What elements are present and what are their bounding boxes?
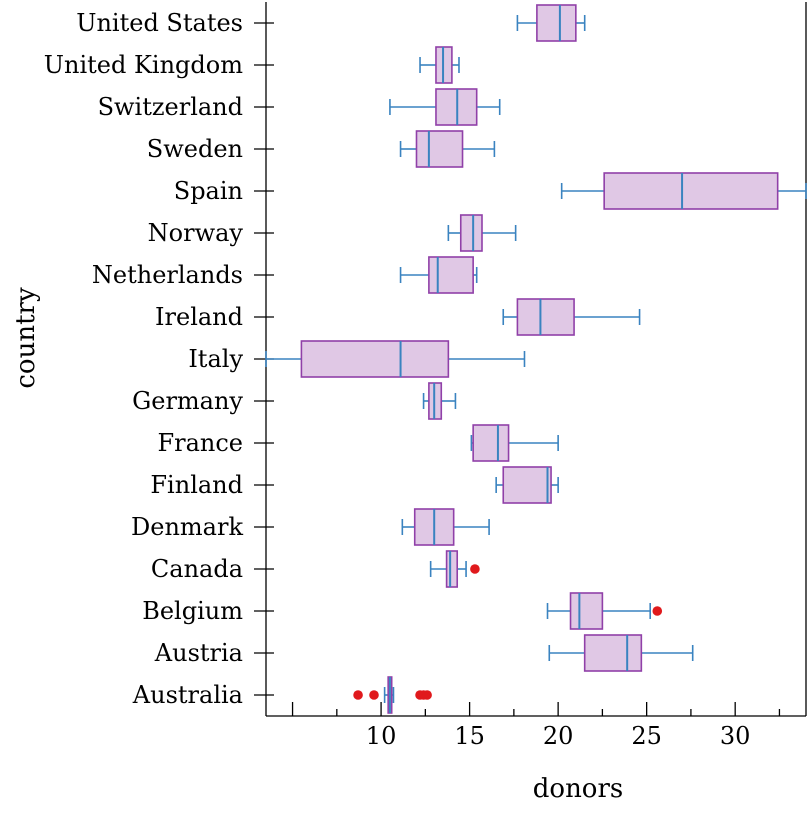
- y-tick-label: United Kingdom: [44, 51, 243, 79]
- box-group: [265, 340, 526, 378]
- box-group: [399, 130, 496, 168]
- y-tick-label: Switzerland: [98, 93, 243, 121]
- y-tick-label: Netherlands: [92, 261, 243, 289]
- box-group: [399, 256, 478, 294]
- outlier-point: [652, 606, 663, 616]
- y-tick-label: Norway: [148, 219, 244, 247]
- box: [445, 550, 459, 588]
- x-tick-label: 30: [720, 722, 751, 750]
- outlier-point: [470, 564, 480, 574]
- box: [583, 634, 643, 672]
- y-tick-label: Denmark: [131, 513, 243, 541]
- x-axis-label: donors: [533, 774, 623, 804]
- box: [300, 340, 450, 378]
- box-group: [546, 592, 663, 630]
- y-tick-label: Belgium: [142, 597, 243, 625]
- box-group: [401, 508, 490, 546]
- x-axis: 10 15 20 25 30: [291, 702, 781, 750]
- y-tick-label: Ireland: [155, 303, 243, 331]
- y-tick-label: Finland: [150, 471, 243, 499]
- box: [516, 298, 575, 336]
- y-tick-label: Austria: [154, 639, 243, 667]
- x-tick-label: 25: [631, 722, 662, 750]
- box: [502, 466, 552, 504]
- box-group: [353, 676, 432, 714]
- box-group: [419, 46, 460, 84]
- box-group: [502, 298, 641, 336]
- box-group: [548, 634, 694, 672]
- y-tick-label: Canada: [151, 555, 243, 583]
- box: [415, 130, 464, 168]
- boxes: [265, 4, 807, 714]
- y-axis-label: country: [11, 287, 41, 389]
- box: [536, 4, 577, 42]
- box-group: [447, 214, 517, 252]
- outlier-point: [353, 690, 363, 700]
- x-tick-label: 10: [366, 722, 397, 750]
- outlier-point: [422, 690, 432, 700]
- y-tick-label: United States: [76, 9, 243, 37]
- x-tick-label: 15: [454, 722, 485, 750]
- box-group: [389, 88, 501, 126]
- y-tick-label: Sweden: [147, 135, 243, 163]
- box: [472, 424, 510, 462]
- box: [459, 214, 483, 252]
- box: [428, 256, 474, 294]
- box-group: [495, 466, 559, 504]
- box-group: [429, 550, 480, 588]
- y-tick-label: Australia: [132, 681, 243, 709]
- y-tick-label: Germany: [132, 387, 243, 415]
- box-group: [470, 424, 559, 462]
- box-group: [516, 4, 586, 42]
- box-group: [422, 382, 457, 420]
- y-tick-label: Italy: [188, 345, 243, 373]
- y-tick-label: Spain: [174, 177, 243, 205]
- box: [569, 592, 604, 630]
- outlier-point: [369, 690, 379, 700]
- box: [603, 172, 779, 210]
- y-tick-label: France: [157, 429, 243, 457]
- box-group: [560, 172, 807, 210]
- x-tick-label: 20: [543, 722, 574, 750]
- y-axis: United States United Kingdom Switzerland Sw…: [44, 9, 274, 709]
